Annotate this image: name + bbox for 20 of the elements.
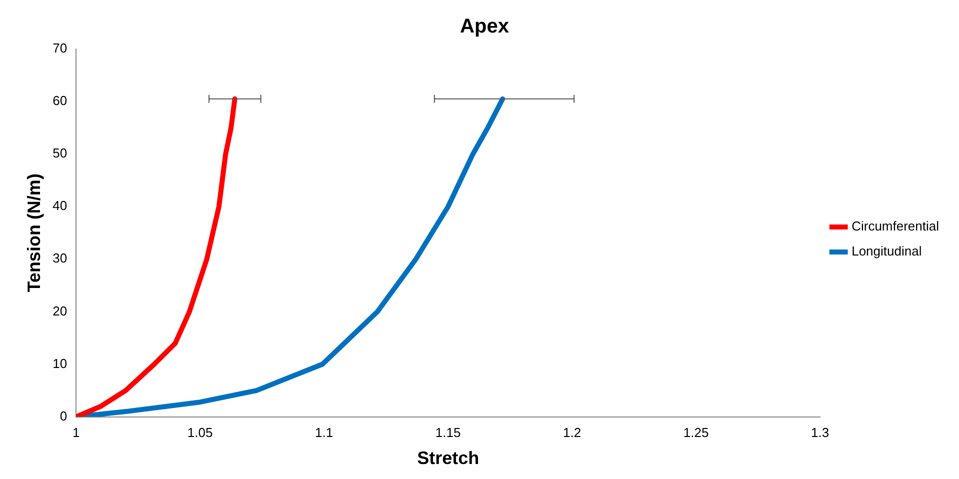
y-tick-label: 60: [52, 93, 68, 108]
x-tick-label: 1.3: [811, 425, 830, 440]
x-tick-label: 1.2: [563, 425, 582, 440]
y-tick-label: 10: [52, 356, 68, 371]
x-tick-label: 1: [72, 425, 80, 440]
legend-label: Circumferential: [852, 218, 940, 234]
x-tick-label: 1.15: [435, 425, 461, 440]
legend-label: Longitudinal: [852, 244, 922, 259]
y-tick-label: 30: [52, 250, 68, 266]
x-axis-title: Stretch: [417, 448, 480, 468]
chart-title: Apex: [460, 16, 509, 38]
y-axis-title: Tension (N/m): [24, 174, 44, 292]
y-tick-label: 0: [60, 408, 68, 424]
y-tick-label: 50: [52, 146, 68, 161]
x-tick-label: 1.1: [315, 425, 334, 440]
y-tick-label: 40: [52, 198, 68, 214]
x-tick-label: 1.25: [683, 425, 709, 440]
y-tick-label: 20: [52, 303, 68, 318]
x-tick-label: 1.05: [187, 425, 213, 440]
y-tick-label: 70: [52, 40, 68, 56]
